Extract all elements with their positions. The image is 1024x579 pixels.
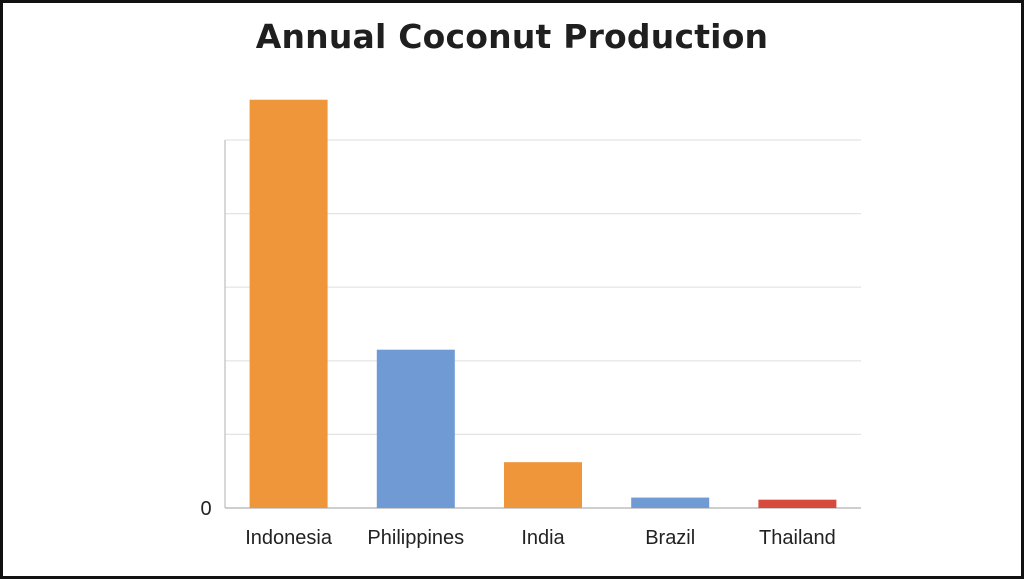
bar-indonesia — [249, 99, 328, 508]
bar-brazil — [631, 497, 710, 508]
y-tick-label: 0 — [200, 498, 211, 520]
chart-plot: 0 Indonesia Philippines India Brazil Thailand — [200, 99, 861, 549]
bar-philippines — [376, 349, 455, 508]
bar-thailand — [758, 499, 837, 508]
x-tick-label: Philippines — [367, 527, 464, 549]
bars — [249, 99, 837, 508]
bar-india — [504, 462, 582, 508]
labels: 0 Indonesia Philippines India Brazil Thailand — [200, 498, 835, 549]
x-tick-label: India — [521, 527, 565, 549]
x-tick-label: Brazil — [645, 527, 695, 549]
x-tick-label: Thailand — [759, 527, 836, 549]
grid-lines — [225, 139, 861, 435]
chart-title: Annual Coconut Production — [255, 17, 769, 56]
x-tick-label: Indonesia — [245, 527, 333, 549]
